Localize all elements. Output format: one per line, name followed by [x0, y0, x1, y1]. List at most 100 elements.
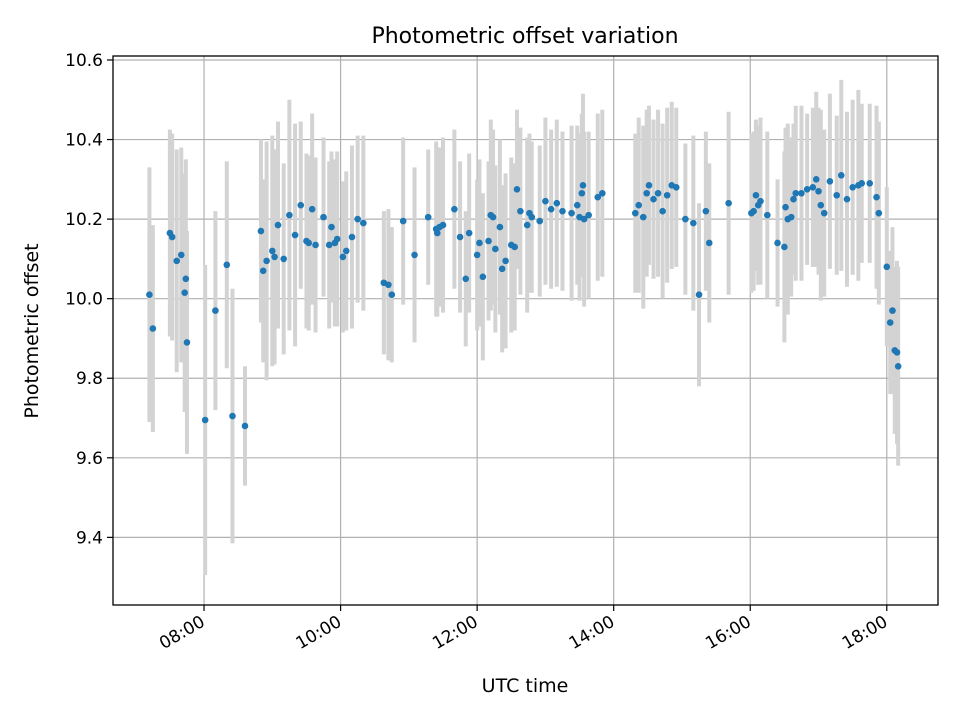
data-point — [212, 307, 219, 314]
data-point — [798, 189, 805, 197]
chart-title: Photometric offset variation — [371, 24, 678, 49]
data-point — [173, 257, 181, 265]
data-point — [434, 229, 441, 237]
y-axis-label: Photometric offset — [21, 243, 43, 418]
data-point — [399, 217, 407, 225]
data-point — [201, 416, 209, 424]
data-point — [286, 211, 293, 219]
data-point — [182, 275, 190, 283]
data-point — [654, 189, 662, 197]
data-point — [456, 233, 464, 241]
data-point — [513, 185, 521, 193]
data-point — [752, 191, 760, 199]
data-point — [599, 189, 606, 197]
data-point — [650, 195, 657, 203]
data-point — [308, 205, 316, 213]
data-point — [354, 215, 361, 223]
data-point — [149, 325, 157, 332]
data-point — [787, 213, 795, 221]
data-point — [305, 239, 313, 247]
data-point — [496, 223, 504, 231]
data-point — [439, 221, 447, 229]
y-tick-label: 10.0 — [65, 290, 103, 310]
data-point — [632, 209, 639, 217]
data-point — [585, 211, 592, 219]
y-tick-label: 9.4 — [76, 528, 103, 548]
data-point — [750, 207, 757, 215]
data-point — [263, 257, 270, 265]
data-point — [580, 215, 588, 223]
data-point — [259, 267, 267, 275]
data-point — [451, 205, 458, 213]
data-point — [866, 180, 874, 187]
data-point — [360, 219, 367, 227]
data-point — [886, 319, 894, 326]
data-point — [682, 215, 689, 223]
x-axis-label: UTC time — [482, 675, 569, 697]
data-point — [792, 189, 800, 197]
data-point — [325, 241, 333, 249]
data-point — [271, 253, 278, 261]
data-point — [815, 187, 822, 195]
data-point — [146, 291, 153, 298]
data-point — [889, 307, 896, 314]
data-point — [883, 263, 891, 271]
data-point — [274, 221, 282, 229]
data-point — [579, 181, 587, 189]
data-point — [547, 205, 555, 213]
data-point — [479, 273, 487, 281]
data-point — [476, 239, 483, 247]
data-point — [473, 251, 481, 259]
data-point — [659, 207, 666, 215]
data-point — [536, 217, 544, 225]
data-point — [424, 213, 432, 221]
data-point — [695, 291, 703, 298]
data-point — [645, 181, 653, 189]
data-point — [411, 251, 418, 259]
data-point — [837, 172, 845, 179]
data-point — [559, 207, 566, 215]
data-point — [241, 422, 249, 430]
data-point — [502, 257, 509, 265]
data-point — [820, 209, 828, 217]
data-point — [348, 233, 356, 241]
data-point — [568, 209, 575, 217]
data-point — [498, 265, 506, 273]
data-point — [578, 189, 586, 197]
data-point — [833, 191, 841, 199]
data-point — [672, 183, 680, 191]
data-point — [690, 219, 697, 227]
data-point — [388, 291, 396, 298]
data-point — [542, 197, 549, 205]
data-point — [725, 199, 732, 207]
data-point — [803, 185, 811, 193]
data-point — [297, 201, 305, 209]
data-point — [333, 235, 341, 243]
data-point — [269, 247, 276, 255]
data-point — [764, 211, 771, 219]
data-point — [462, 275, 470, 283]
data-point — [809, 183, 817, 191]
data-point — [528, 213, 536, 221]
data-point — [181, 289, 188, 297]
data-point — [705, 239, 713, 247]
data-point — [168, 233, 176, 241]
data-point — [826, 178, 834, 185]
data-point — [385, 281, 392, 289]
data-point — [328, 223, 335, 231]
data-point — [858, 180, 866, 187]
data-point — [643, 189, 650, 197]
data-point — [465, 229, 473, 237]
plot-frame — [112, 55, 939, 606]
data-point — [774, 239, 781, 247]
data-point — [523, 221, 531, 229]
data-point — [812, 176, 820, 183]
data-point — [223, 261, 231, 269]
y-tick-label: 10.2 — [65, 210, 103, 230]
data-point — [781, 243, 788, 251]
data-point — [757, 197, 764, 205]
data-point — [257, 227, 265, 235]
data-point — [489, 213, 497, 221]
data-point — [291, 231, 299, 239]
